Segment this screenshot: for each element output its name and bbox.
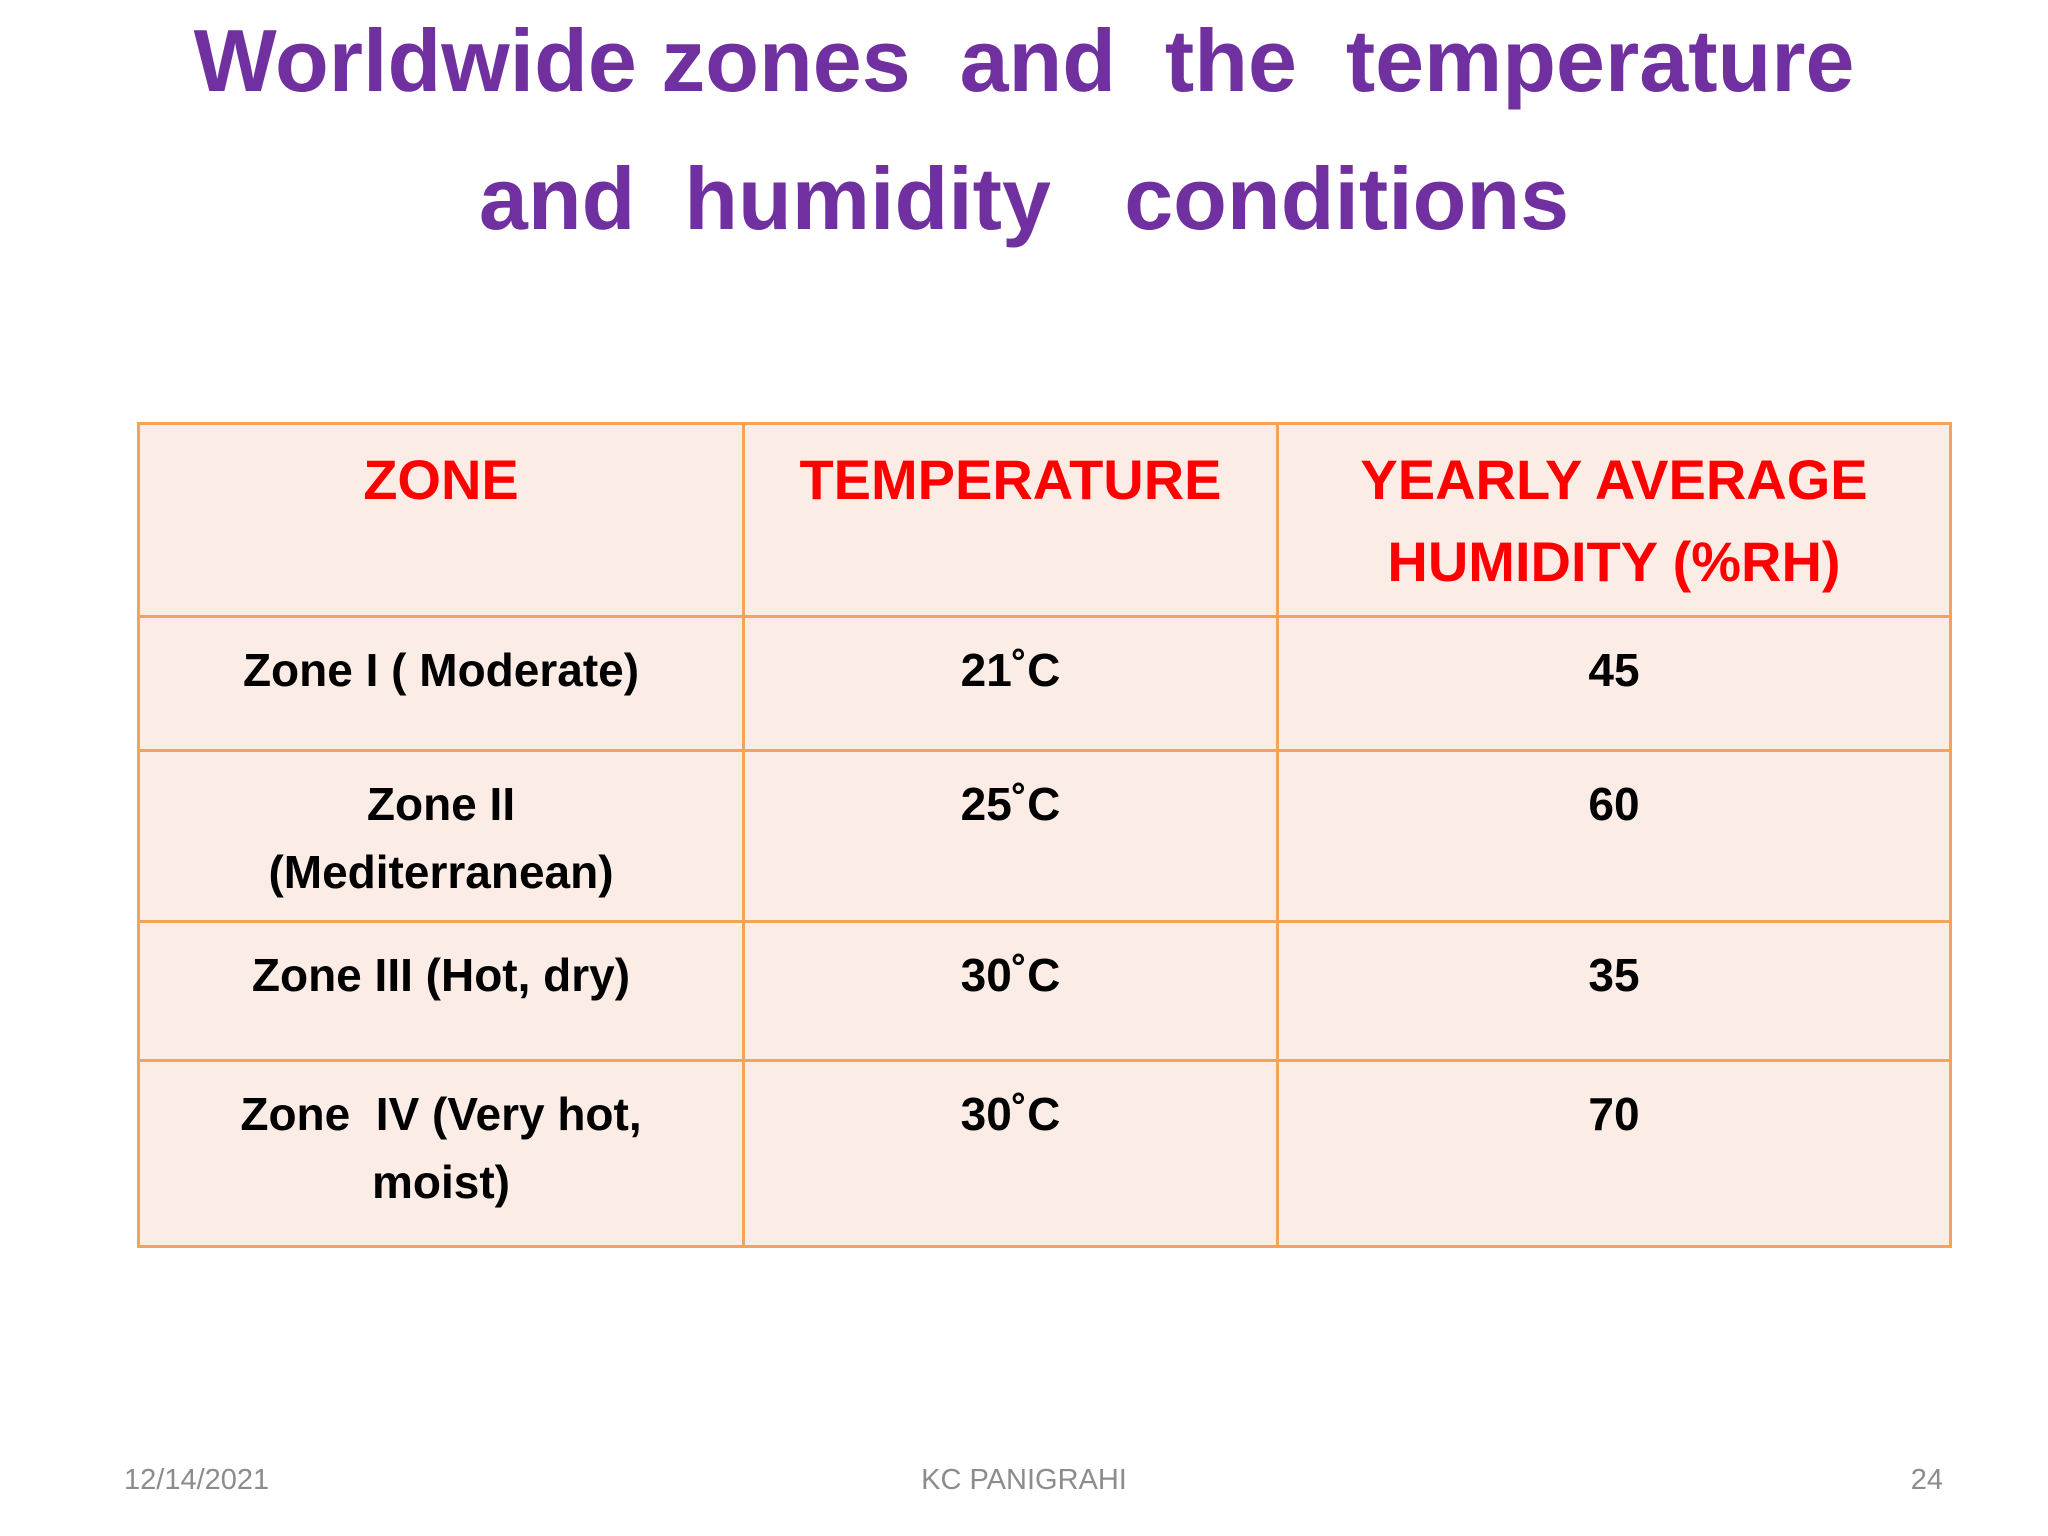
table-cell: 45 <box>1276 615 1952 752</box>
table-cell: Zone I ( Moderate) <box>137 615 745 752</box>
table-cell: 60 <box>1276 749 1952 923</box>
title-line: Worldwide zones and the temperature <box>193 11 1855 110</box>
table-cell: 35 <box>1276 920 1952 1062</box>
header-cell: TEMPERATURE <box>742 422 1279 618</box>
cell-line: 70 <box>1588 1088 1640 1140</box>
cell-line: ZONE <box>363 448 519 511</box>
table-row: Zone I ( Moderate) 21˚C 45 <box>137 615 1952 752</box>
cell-line: 60 <box>1588 778 1640 830</box>
cell-line: YEARLY AVERAGE <box>1360 448 1868 511</box>
table-row: Zone II (Mediterranean) 25˚C 60 <box>137 749 1952 923</box>
table-body: ZONE TEMPERATURE YEARLY AVERAGE HUMIDITY (%… <box>137 422 1952 1248</box>
cell-line: Zone IV (Very hot, <box>240 1088 642 1140</box>
cell-line: Zone I ( Moderate) <box>242 644 640 696</box>
cell-line: 45 <box>1588 644 1640 696</box>
cell-line: 25˚C <box>960 778 1061 830</box>
header-cell: ZONE <box>137 422 745 618</box>
table-cell: Zone II (Mediterranean) <box>137 749 745 923</box>
cell-line: 35 <box>1588 949 1640 1001</box>
header-row: ZONE TEMPERATURE YEARLY AVERAGE HUMIDITY (%… <box>137 422 1952 618</box>
table-cell: 21˚C <box>742 615 1279 752</box>
cell-line: TEMPERATURE <box>799 448 1222 511</box>
header-cell: YEARLY AVERAGE HUMIDITY (%RH) <box>1276 422 1952 618</box>
footer-author: KC PANIGRAHI <box>921 1464 1127 1496</box>
table-cell: 30˚C <box>742 1059 1279 1248</box>
table-cell: 70 <box>1276 1059 1952 1248</box>
cell-line: Zone III (Hot, dry) <box>251 949 631 1001</box>
table-cell: 30˚C <box>742 920 1279 1062</box>
zone-table: ZONE TEMPERATURE YEARLY AVERAGE HUMIDITY (%… <box>137 422 1952 1248</box>
cell-line: 21˚C <box>960 644 1061 696</box>
table-cell: 25˚C <box>742 749 1279 923</box>
table-row: Zone III (Hot, dry) 30˚C 35 <box>137 920 1952 1062</box>
table-cell: Zone III (Hot, dry) <box>137 920 745 1062</box>
cell-line: 30˚C <box>960 1088 1061 1140</box>
cell-line: (Mediterranean) <box>268 846 614 898</box>
cell-line: Zone II <box>366 778 516 830</box>
cell-line: moist) <box>372 1156 510 1208</box>
footer-date: 12/14/2021 <box>124 1464 270 1496</box>
table-row: Zone IV (Very hot, moist) 30˚C 70 <box>137 1059 1952 1248</box>
cell-line: 30˚C <box>960 949 1061 1001</box>
table-cell: Zone IV (Very hot, moist) <box>137 1059 745 1248</box>
title-line: and humidity conditions <box>478 149 1570 248</box>
footer-page: 24 <box>1910 1464 1943 1496</box>
cell-line: HUMIDITY (%RH) <box>1387 530 1841 593</box>
